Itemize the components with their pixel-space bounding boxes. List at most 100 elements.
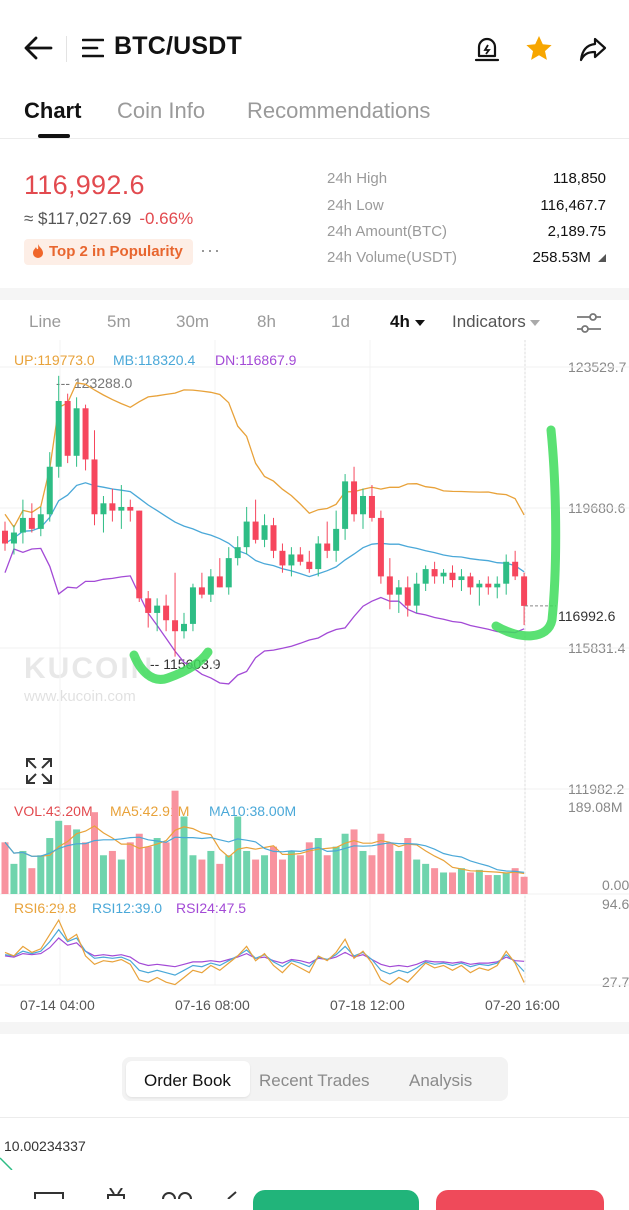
volume-bar [278, 859, 286, 894]
boll-lower-line [4, 547, 525, 685]
pair-title[interactable]: BTC/USDT [114, 32, 242, 60]
candle-body [100, 503, 107, 515]
candle-body [109, 503, 116, 511]
volume-bar [216, 863, 224, 894]
favorite-star-icon[interactable] [524, 34, 554, 64]
interval-4h[interactable]: 4h [390, 312, 425, 332]
volume-bar [484, 875, 492, 894]
wallet-icon[interactable] [34, 1192, 64, 1199]
kline-chart[interactable] [0, 340, 629, 1020]
candle-body [386, 576, 393, 595]
volume-bar [457, 868, 465, 894]
pair-menu-icon[interactable] [82, 37, 104, 59]
candle-body [118, 506, 125, 511]
volume-bar [180, 816, 188, 894]
volume-bar [37, 855, 45, 894]
stat-label-low: 24h Low [327, 197, 384, 214]
active-tab-indicator [38, 134, 70, 138]
candle-body [297, 554, 304, 562]
rsi6-legend: RSI6:29.8 [14, 900, 77, 916]
candle-body [216, 576, 223, 588]
tab-order-book[interactable]: Order Book [144, 1071, 231, 1090]
volume-bar [332, 846, 340, 894]
stat-value-amount: 2,189.75 [547, 223, 606, 240]
candle-body [485, 583, 492, 588]
volume-bar [341, 833, 349, 894]
more-icon[interactable]: ··· [200, 240, 221, 260]
chart-settings-icon[interactable] [576, 312, 602, 334]
candle-body [458, 576, 465, 581]
more-actions-icon[interactable] [226, 1190, 240, 1199]
caret-down-icon [530, 320, 541, 326]
corner-triangle-icon [598, 254, 606, 262]
volume-bar [440, 872, 448, 894]
candle-body [10, 532, 17, 544]
candle-body [395, 587, 402, 595]
rsi-max-label: 94.6 [602, 896, 629, 912]
fiat-price: ≈ $117,027.69 [24, 209, 132, 228]
interval-line[interactable]: Line [29, 312, 62, 331]
volume-bar [377, 833, 385, 894]
caret-down-icon [414, 320, 425, 326]
back-arrow-icon[interactable] [22, 34, 54, 62]
orderbook-tabs: Order Book Recent Trades Analysis [122, 1057, 508, 1101]
stat-label-volume: 24h Volume(USDT) [327, 249, 458, 266]
volume-bar [225, 855, 233, 894]
current-price-tag: 116992.6 [556, 608, 618, 624]
candle-body [404, 587, 411, 606]
candle-body [449, 572, 456, 581]
candle-body [342, 481, 349, 529]
x-axis-label: 07-20 16:00 [485, 997, 560, 1013]
volume-bar [171, 790, 179, 894]
share-icon[interactable] [578, 34, 608, 64]
tab-analysis[interactable]: Analysis [409, 1071, 473, 1090]
rsi24-legend: RSI24:47.5 [176, 900, 247, 916]
interval-1d[interactable]: 1d [331, 312, 350, 331]
orderbook-value: 10.00234337 [4, 1138, 86, 1154]
sell-button[interactable] [436, 1190, 604, 1210]
candle-body [198, 587, 205, 595]
tab-chart[interactable]: Chart [24, 98, 82, 123]
volume-bar [511, 868, 519, 894]
fullscreen-icon[interactable] [26, 758, 52, 784]
popularity-badge[interactable]: Top 2 in Popularity [24, 239, 193, 265]
volume-bar [287, 850, 295, 894]
interval-8h[interactable]: 8h [257, 312, 276, 331]
price-alert-icon[interactable] [472, 34, 502, 64]
candle-body [136, 510, 143, 599]
indicators-dropdown[interactable]: Indicators [452, 312, 541, 332]
price-change: -0.66% [139, 209, 194, 228]
candle-body [73, 408, 80, 456]
tab-coin-info[interactable]: Coin Info [117, 98, 206, 123]
buy-button[interactable] [253, 1190, 419, 1210]
volume-bar [108, 850, 116, 894]
green-annotation-stroke [491, 425, 561, 641]
trade-icon[interactable] [160, 1189, 194, 1199]
candle-body [189, 587, 196, 624]
active-tab-bg [126, 1061, 250, 1097]
volume-bar [73, 829, 81, 894]
candle-body [234, 547, 241, 559]
tab-recent-trades[interactable]: Recent Trades [259, 1071, 370, 1090]
divider [0, 1117, 629, 1118]
divider [66, 36, 67, 62]
candle-body [431, 569, 438, 577]
boll-mb-legend: MB:118320.4 [113, 352, 196, 368]
interval-30m[interactable]: 30m [176, 312, 210, 331]
volume-bar [305, 842, 313, 894]
candle-body [163, 605, 170, 621]
volume-bar [449, 872, 456, 894]
tab-recommendations[interactable]: Recommendations [247, 98, 431, 123]
candle-body [494, 583, 501, 588]
volume-bar [323, 855, 331, 894]
stat-value-high: 118,850 [552, 170, 606, 187]
main-tabs: Chart Coin Info Recommendations [0, 96, 629, 139]
x-axis-label: 07-16 08:00 [175, 997, 250, 1013]
candle-body [55, 400, 62, 467]
bot-icon[interactable] [106, 1188, 126, 1199]
volume-bar [162, 842, 170, 894]
volume-bar [207, 850, 215, 894]
kucoin-watermark-url: www.kucoin.com [24, 688, 136, 705]
interval-5m[interactable]: 5m [107, 312, 131, 331]
candle-body [82, 408, 89, 460]
